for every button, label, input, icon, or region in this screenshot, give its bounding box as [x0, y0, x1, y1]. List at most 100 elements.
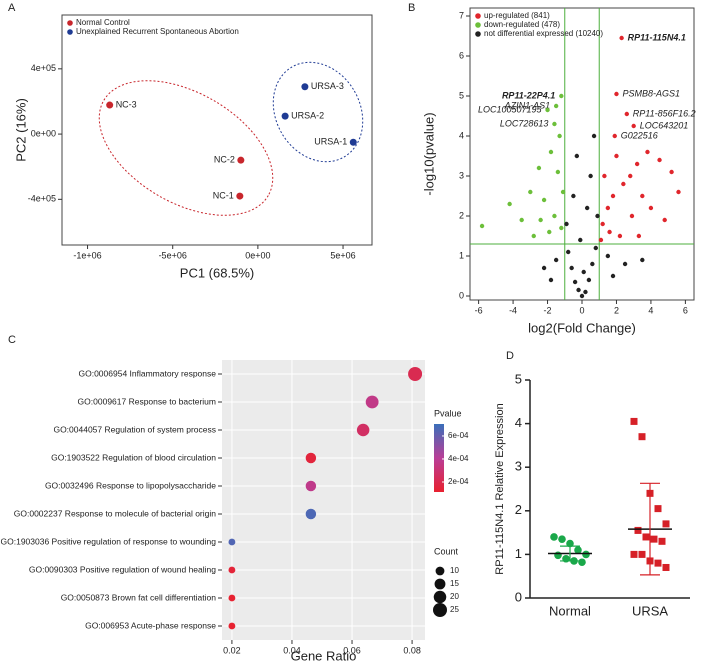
y-tick-label: 4e+05: [31, 63, 56, 73]
point: [614, 91, 619, 97]
point: [548, 277, 554, 283]
y-tick-label: 0: [515, 589, 522, 604]
point: [507, 201, 512, 207]
legend-label: down-regulated (478): [484, 20, 560, 29]
point: [631, 123, 636, 129]
point: [658, 537, 666, 545]
legend-marker: [67, 20, 73, 26]
y-tick-label: GO:0002237 Response to molecule of bacte…: [14, 508, 217, 518]
size-legend-dot: [435, 566, 445, 576]
point: [560, 189, 566, 195]
point: [558, 535, 566, 543]
y-tick-label: 5: [515, 371, 522, 386]
point: [579, 293, 585, 299]
y-tick-label: GO:1903522 Regulation of blood circulati…: [51, 452, 216, 462]
point: [572, 279, 578, 285]
point: [614, 153, 619, 159]
dot: [228, 566, 236, 574]
point: [479, 223, 485, 229]
x-tick-label: 4: [648, 305, 653, 315]
point: [237, 156, 245, 164]
y-tick-label: GO:006953 Acute-phase response: [85, 620, 216, 630]
point: [586, 277, 592, 283]
point: [634, 526, 642, 534]
x-tick-label: 0.02: [223, 645, 241, 655]
point: [528, 189, 533, 195]
y-tick-label: 2: [515, 502, 522, 517]
point: [650, 535, 658, 543]
point: [654, 505, 662, 513]
legend-label: Normal Control: [76, 18, 130, 27]
point: [281, 112, 289, 120]
legend-label: Unexplained Recurrent Spontaneous Aborti…: [76, 27, 239, 36]
point: [662, 563, 670, 571]
point: [602, 173, 607, 179]
point: [547, 229, 552, 235]
point: [593, 245, 598, 251]
y-tick-label: 0: [459, 290, 464, 300]
point: [552, 213, 557, 219]
legend-label: up-regulated (841): [484, 11, 550, 20]
point: [557, 133, 562, 139]
dot: [305, 452, 317, 464]
point: [545, 107, 550, 113]
size-legend-dot: [433, 590, 447, 604]
x-tick-label: -4: [509, 305, 517, 315]
point: [571, 193, 576, 199]
point: [591, 133, 597, 139]
point: [657, 157, 662, 163]
point: [622, 261, 628, 267]
point: [576, 287, 581, 293]
colorbar-label: 2e-04: [448, 477, 469, 486]
point: [301, 83, 309, 91]
point: [569, 265, 574, 271]
point: [553, 257, 559, 263]
point: [619, 35, 624, 41]
point: [578, 558, 586, 567]
point: [581, 269, 586, 275]
dot: [305, 508, 317, 520]
point: [645, 149, 650, 155]
y-tick-label: 6: [459, 50, 464, 60]
dot: [408, 367, 423, 381]
point: [598, 237, 604, 243]
point: [628, 173, 633, 179]
point-label: LOC728613: [500, 118, 549, 128]
point: [648, 205, 654, 211]
size-legend-dot: [434, 578, 446, 590]
point-label: PSMB8-AGS1: [622, 88, 680, 98]
size-legend-label: 20: [450, 592, 459, 601]
point: [574, 546, 582, 554]
x-tick-label: -6: [475, 305, 483, 315]
point: [536, 165, 542, 171]
point: [638, 433, 646, 441]
point: [590, 261, 595, 267]
point: [531, 233, 536, 239]
point: [106, 101, 114, 109]
point-label: NC-2: [214, 155, 235, 165]
x-tick-label: Normal: [549, 603, 591, 618]
point: [642, 533, 650, 541]
x-tick-label: 0.06: [343, 645, 361, 655]
point-label: URSA-3: [311, 81, 344, 91]
point: [548, 149, 554, 155]
point-label: RP11-22P4.1: [502, 90, 555, 100]
point: [583, 289, 588, 295]
y-tick-label: GO:1903036 Positive regulation of respon…: [1, 536, 217, 546]
point: [636, 233, 642, 239]
point: [588, 173, 593, 179]
x-axis-title: PC1 (68.5%): [180, 265, 254, 280]
y-tick-label: GO:0050873 Brown fat cell differentiatio…: [61, 592, 217, 602]
point: [662, 520, 670, 528]
point-label: LOC100507195: [478, 104, 543, 114]
y-axis-title: RP11-115N4.1 Relative Expression: [494, 403, 506, 574]
point: [605, 205, 611, 211]
point: [621, 181, 626, 187]
point: [640, 257, 645, 263]
dot: [356, 423, 370, 437]
point: [236, 192, 244, 200]
point-label: NC-3: [116, 99, 137, 109]
size-legend-dot: [433, 603, 447, 617]
legend-label: not differential expressed (10240): [484, 29, 603, 38]
